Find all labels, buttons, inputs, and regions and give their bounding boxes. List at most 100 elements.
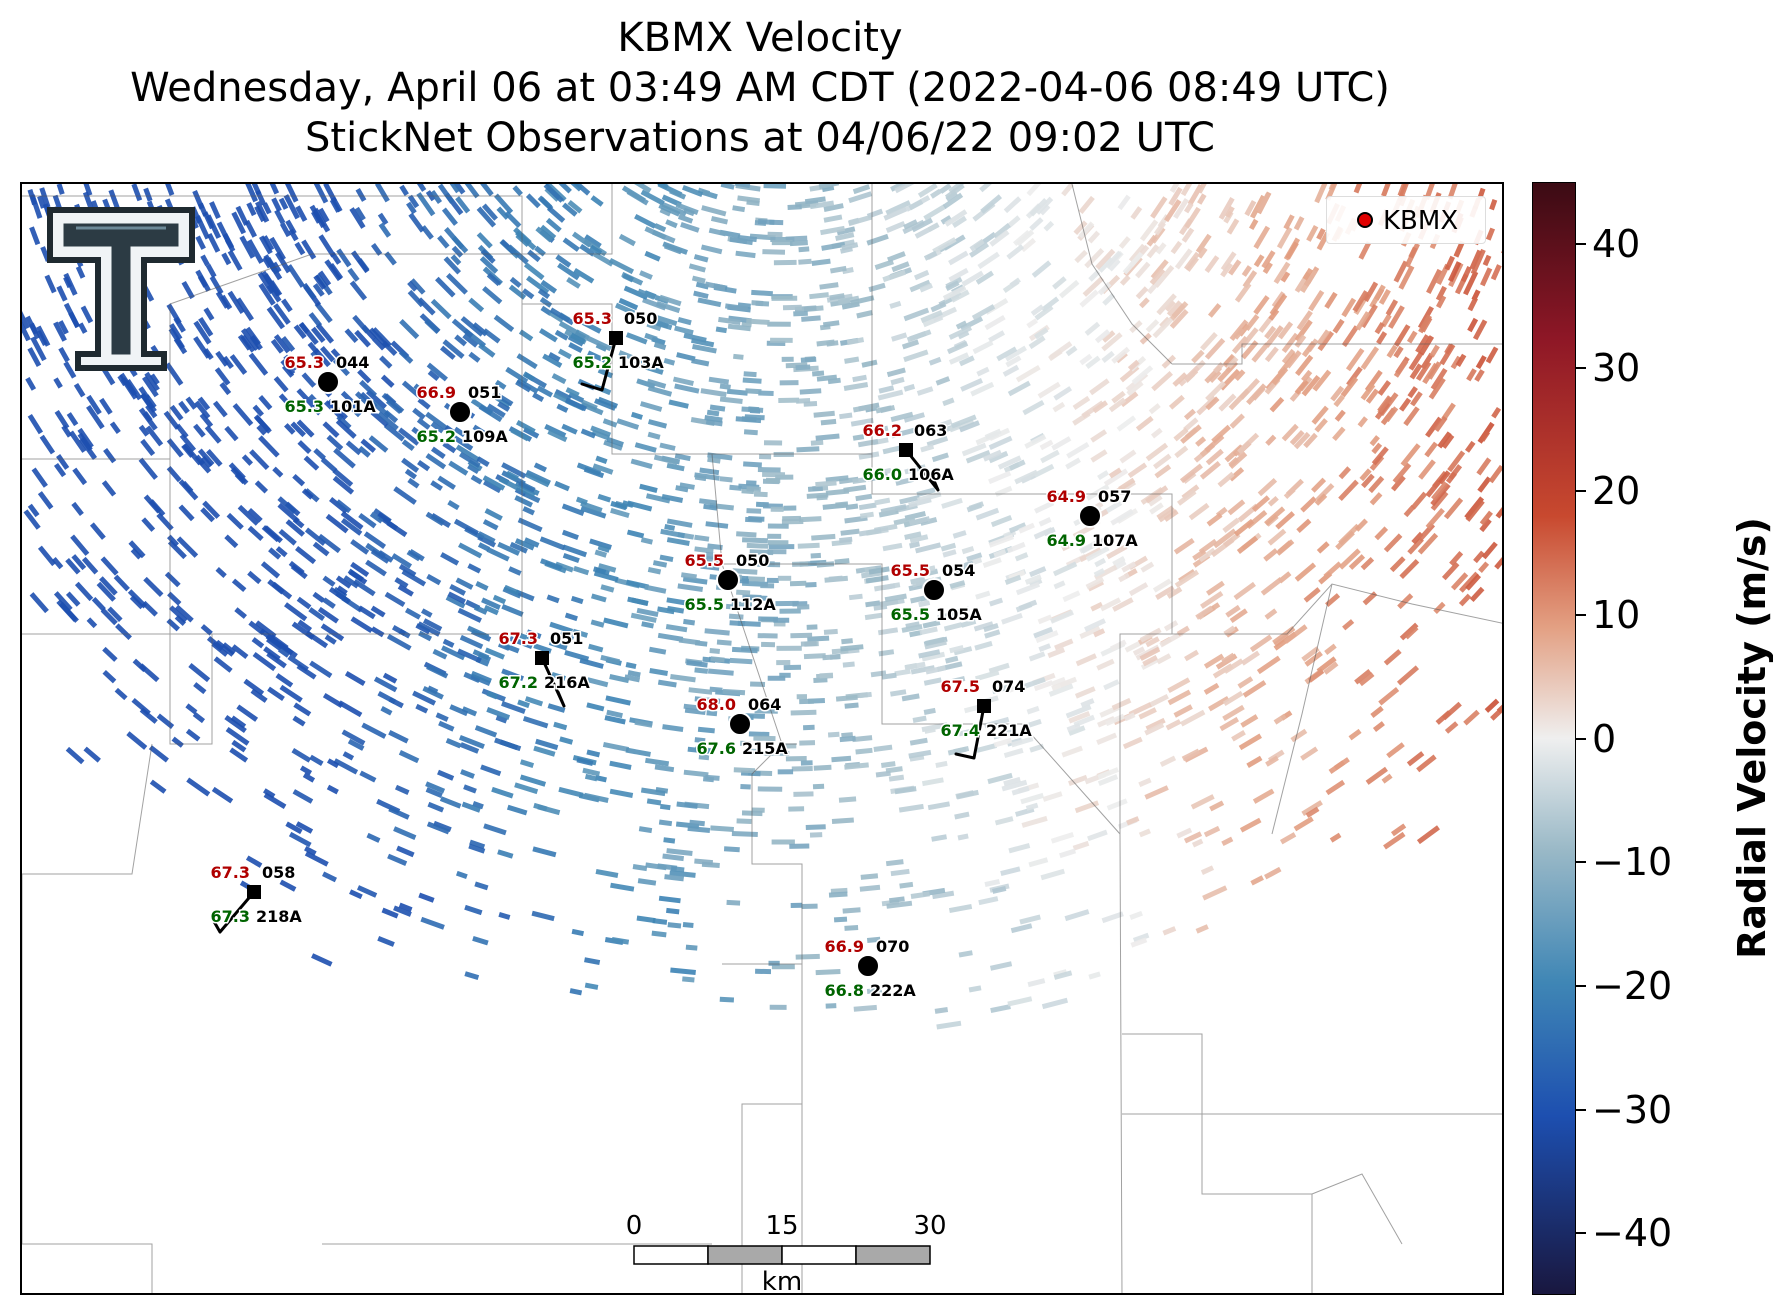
station-dewpoint: 67.2 [499,673,538,692]
station-dewpoint: 67.3 [211,907,250,926]
county-boundaries [22,184,1502,1293]
station-222A[interactable]: 66.9 070 66.8 222A [823,936,918,1002]
station-circle-marker-icon [1078,504,1102,528]
station-wind-code: 064 [748,695,781,714]
station-temperature: 65.3 [573,309,612,328]
colorbar-tick-label: 30 [1592,345,1641,390]
station-221A[interactable]: 67.5 074 67.4 221A [939,676,1034,742]
station-wind-code: 057 [1098,487,1131,506]
station-101A[interactable]: 65.3 044 65.3 101A [283,352,378,418]
station-dewpoint: 65.2 [417,427,456,446]
colorbar-tick-label: −10 [1592,840,1673,885]
station-id: 106A [908,465,954,484]
station-temperature: 65.5 [891,561,930,580]
station-dewpoint: 67.6 [697,739,736,758]
station-107A[interactable]: 64.9 057 64.9 107A [1045,486,1140,552]
station-square-marker-icon [899,443,913,457]
station-temperature: 67.3 [211,863,250,882]
scale-label-30: 30 [913,1211,946,1241]
colorbar-tick-mark [1576,1108,1586,1111]
station-id: 222A [870,981,916,1000]
station-id: 112A [730,595,776,614]
station-wind-code: 050 [736,551,769,570]
map-legend: KBMX [1326,196,1486,244]
colorbar-tick-mark [1576,242,1586,245]
station-circle-marker-icon [716,568,740,592]
colorbar-tick-label: 20 [1592,469,1641,514]
colorbar-tick-mark [1576,613,1586,616]
scale-unit: km [762,1267,802,1295]
station-id: 215A [742,739,788,758]
station-wind-code: 063 [914,421,947,440]
station-temperature: 66.9 [825,937,864,956]
kbmx-radar-marker-icon [1357,212,1373,228]
map-subtitle-time: Wednesday, April 06 at 03:49 AM CDT (202… [130,65,1390,111]
station-dewpoint: 65.2 [573,353,612,372]
station-105A[interactable]: 65.5 054 65.5 105A [889,560,984,626]
station-circle-marker-icon [316,370,340,394]
colorbar-tick-mark [1576,366,1586,369]
station-temperature: 64.9 [1047,487,1086,506]
station-215A[interactable]: 68.0 064 67.6 215A [695,694,790,760]
station-dewpoint: 67.4 [941,721,980,740]
station-wind-code: 051 [550,629,583,648]
station-wind-code: 044 [336,353,369,372]
station-temperature: 67.5 [941,677,980,696]
map-subtitle-observations: StickNet Observations at 04/06/22 09:02 … [305,115,1215,161]
colorbar-tick-mark [1576,861,1586,864]
colorbar-tick-label: 10 [1592,592,1641,637]
colorbar-tick-label: 40 [1592,221,1641,266]
station-circle-marker-icon [922,578,946,602]
wind-barb-icon [954,704,986,760]
station-wind-code: 058 [262,863,295,882]
station-dewpoint: 66.8 [825,981,864,1000]
colorbar-label: Radial Velocity (m/s) [1730,517,1773,959]
station-wind-code: 050 [624,309,657,328]
station-circle-marker-icon [728,712,752,736]
station-wind-code: 051 [468,383,501,402]
station-dewpoint: 65.5 [891,605,930,624]
velocity-colorbar [1532,182,1576,1295]
station-wind-code: 074 [992,677,1025,696]
colorbar-tick-mark [1576,1232,1586,1235]
map-title: KBMX Velocity [617,15,903,61]
scale-label-0: 0 [626,1211,643,1241]
station-id: 216A [544,673,590,692]
station-wind-code: 054 [942,561,975,580]
station-temperature: 66.2 [863,421,902,440]
station-circle-marker-icon [856,954,880,978]
station-temperature: 67.3 [499,629,538,648]
station-id: 101A [330,397,376,416]
station-id: 221A [986,721,1032,740]
station-id: 218A [256,907,302,926]
station-temperature: 66.9 [417,383,456,402]
station-218A[interactable]: 67.3 058 67.3 218A [209,862,304,928]
texas-tech-double-t-logo-icon [47,207,195,371]
station-temperature: 65.3 [285,353,324,372]
station-square-marker-icon [535,651,549,665]
colorbar-tick-label: −20 [1592,963,1673,1008]
station-103A[interactable]: 65.3 050 65.2 103A [571,308,666,374]
station-square-marker-icon [977,699,991,713]
scale-label-15: 15 [765,1211,798,1241]
colorbar-tick-mark [1576,737,1586,740]
legend-label: KBMX [1383,206,1459,236]
station-106A[interactable]: 66.2 063 66.0 106A [861,420,956,486]
wind-barb-icon [580,336,618,392]
station-112A[interactable]: 65.5 050 65.5 112A [683,550,778,616]
station-wind-code: 070 [876,937,909,956]
colorbar-tick-label: −40 [1592,1211,1673,1256]
station-dewpoint: 65.3 [285,397,324,416]
radar-map[interactable]: 65.3 044 65.3 101A 66.9 051 65.2 109A 65.3 050 65.… [20,182,1504,1295]
colorbar-tick-label: −30 [1592,1087,1673,1132]
station-dewpoint: 65.5 [685,595,724,614]
colorbar-tick-label: 0 [1592,716,1617,761]
wind-barbs [210,336,986,934]
station-id: 103A [618,353,664,372]
station-216A[interactable]: 67.3 051 67.2 216A [497,628,592,694]
station-109A[interactable]: 66.9 051 65.2 109A [415,382,510,448]
colorbar-tick-mark [1576,984,1586,987]
station-id: 109A [462,427,508,446]
